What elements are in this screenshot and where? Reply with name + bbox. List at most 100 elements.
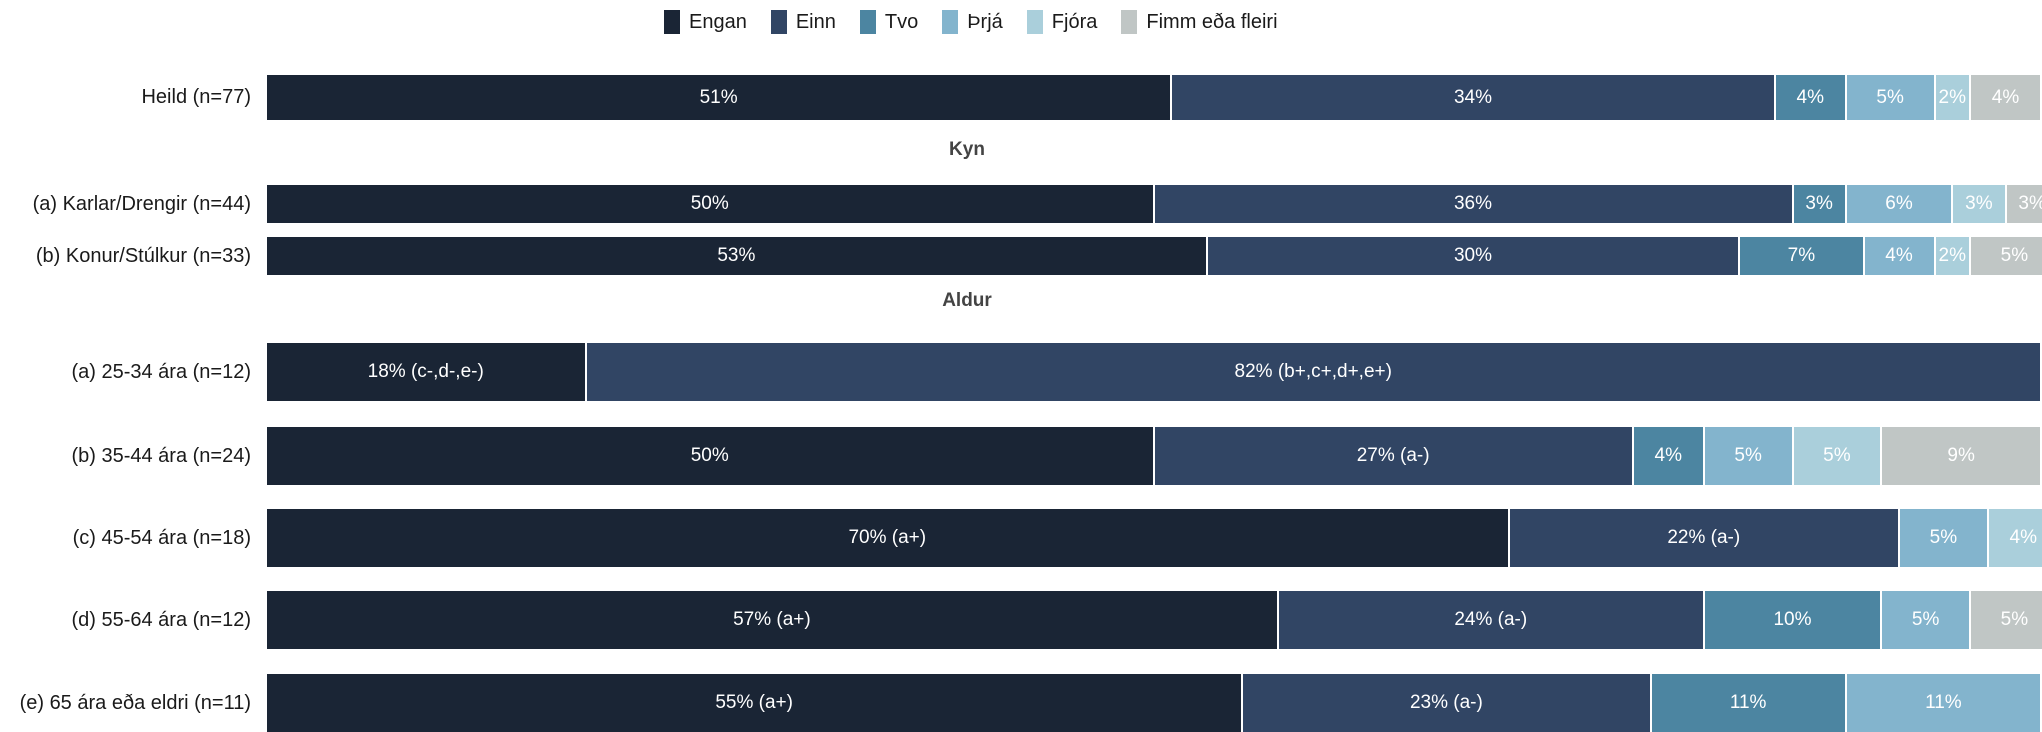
data-label: 2% xyxy=(1938,86,1966,108)
bar-segment: 23% (a-) xyxy=(1243,674,1652,732)
legend-item: Einn xyxy=(770,10,836,34)
data-label: 23% (a-) xyxy=(1409,692,1483,713)
bar-segment: 82% (b+,c+,d+,e+) xyxy=(586,343,2042,401)
bar-segment: 5% xyxy=(1900,509,1989,567)
bar-segment: 51% xyxy=(267,75,1173,120)
data-label: 5% xyxy=(1929,527,1958,548)
data-label: 82% (b+,c+,d+,e+) xyxy=(1234,361,1392,382)
bar-segment: 70% (a+) xyxy=(267,509,1510,567)
bar-segment: 4% xyxy=(1633,427,1705,485)
data-label: 5% xyxy=(1823,445,1851,466)
group-header: Kyn xyxy=(949,139,985,160)
bar-segment: 53% xyxy=(267,237,1208,275)
bar-segment: 55% (a+) xyxy=(267,674,1244,732)
bar-segment: 11% xyxy=(1651,674,1847,732)
data-label: 55% (a+) xyxy=(715,692,793,713)
legend-label: Engan xyxy=(689,10,747,33)
data-label: 5% xyxy=(1734,445,1762,466)
legend-swatch xyxy=(1121,10,1138,34)
legend-swatch xyxy=(770,10,787,34)
row-label: (e) 65 ára eða eldri (n=11) xyxy=(19,691,251,714)
bar-row: 18% (c-,d-,e-) 82% (b+,c+,d+,e+) xyxy=(267,343,2042,401)
bar-segment: 10% xyxy=(1704,591,1883,649)
bar-segment: 2% xyxy=(1935,75,1971,120)
bar-segment: 24% (a-) xyxy=(1278,591,1705,649)
bar-row: 50% 36% 3% 6% 3% 3% xyxy=(267,185,2042,223)
data-label: 5% xyxy=(1876,86,1904,108)
legend-swatch xyxy=(1026,10,1043,34)
bar-segment: 27% (a-) xyxy=(1154,427,1634,485)
legend-label: Tvo xyxy=(884,10,919,33)
legend-swatch xyxy=(664,10,680,34)
bar-segment: 5% xyxy=(1793,427,1883,485)
bar-segment: 3% xyxy=(1793,185,1847,223)
row-label: (d) 55-64 ára (n=12) xyxy=(71,608,251,631)
bar-row: 70% (a+) 22% (a-) 5% 4% xyxy=(267,509,2042,567)
data-label: 4% xyxy=(1991,86,2020,108)
data-label: 3% xyxy=(1965,193,1993,214)
data-label: 10% xyxy=(1773,609,1812,630)
bar-segment: 5% xyxy=(1704,427,1794,485)
bar-segment: 3% xyxy=(2006,185,2042,223)
data-label: 4% xyxy=(2009,527,2037,548)
row-label: (b) Konur/Stúlkur (n=33) xyxy=(35,244,251,267)
bar-row: 50% 27% (a-) 4% 5% 5% 9% xyxy=(267,427,2042,485)
data-label: 5% xyxy=(1911,609,1940,630)
row-label: Heild (n=77) xyxy=(141,86,251,108)
bar-row: 55% (a+) 23% (a-) 11% 11% xyxy=(267,674,2042,732)
row-label: (c) 45-54 ára (n=18) xyxy=(72,526,251,549)
data-label: 27% (a-) xyxy=(1356,445,1430,466)
data-label: 34% xyxy=(1453,86,1493,108)
bar-segment: 4% xyxy=(1864,237,1936,275)
legend-label: Þrjá xyxy=(967,10,1003,33)
data-label: 9% xyxy=(1947,445,1975,466)
legend-item: Fimm eða fleiri xyxy=(1121,10,1278,34)
bar-segment: 4% xyxy=(1988,509,2042,567)
bar-segment: 36% xyxy=(1154,185,1794,223)
bar-row: 51% 34% 4% 5% 2% 4% xyxy=(267,75,2042,120)
chart-legend: Engan Einn Tvo Þrjá Fjóra Fimm eða fleiri xyxy=(664,8,1302,36)
data-label: 51% xyxy=(699,86,738,108)
bar-segment: 34% xyxy=(1172,75,1776,120)
legend-item: Engan xyxy=(664,10,747,34)
data-label: 11% xyxy=(1729,692,1767,713)
bar-segment: 5% xyxy=(1882,591,1971,649)
data-label: 24% (a-) xyxy=(1454,609,1528,630)
bar-segment: 5% xyxy=(1971,591,2042,649)
bar-segment: 4% xyxy=(1971,75,2042,120)
data-label: 4% xyxy=(1654,445,1682,466)
row-label: (a) 25-34 ára (n=12) xyxy=(71,360,251,383)
row-label: (b) 35-44 ára (n=24) xyxy=(71,444,251,467)
group-header: Aldur xyxy=(942,290,992,311)
legend-label: Fjóra xyxy=(1051,10,1098,33)
data-label: 3% xyxy=(2018,193,2042,214)
legend-item: Fjóra xyxy=(1026,10,1098,34)
bar-segment: 5% xyxy=(1846,75,1936,120)
data-label: 30% xyxy=(1453,245,1493,266)
data-label: 7% xyxy=(1787,245,1816,266)
data-label: 22% (a-) xyxy=(1667,527,1741,548)
legend-label: Fimm eða fleiri xyxy=(1146,10,1278,33)
bar-segment: 7% xyxy=(1740,237,1865,275)
bar-segment: 9% xyxy=(1882,427,2042,485)
bar-segment: 22% (a-) xyxy=(1509,509,1900,567)
data-label: 50% xyxy=(690,193,729,214)
data-label: 5% xyxy=(2000,609,2029,630)
data-label: 3% xyxy=(1805,193,1833,214)
data-label: 2% xyxy=(1938,245,1966,266)
bar-segment: 6% xyxy=(1846,185,1954,223)
legend-swatch xyxy=(859,10,876,34)
legend-swatch xyxy=(942,10,959,34)
data-label: 5% xyxy=(2000,245,2029,266)
row-label: (a) Karlar/Drengir (n=44) xyxy=(32,192,251,215)
legend-label: Einn xyxy=(795,10,836,33)
legend-item: Þrjá xyxy=(942,10,1003,34)
data-label: 36% xyxy=(1453,193,1493,214)
bar-segment: 57% (a+) xyxy=(267,591,1279,649)
bar-segment: 50% xyxy=(267,427,1155,485)
bar-segment: 3% xyxy=(1953,185,2007,223)
data-label: 4% xyxy=(1796,86,1824,108)
data-label: 11% xyxy=(1925,692,1962,713)
data-label: 57% (a+) xyxy=(733,609,811,630)
